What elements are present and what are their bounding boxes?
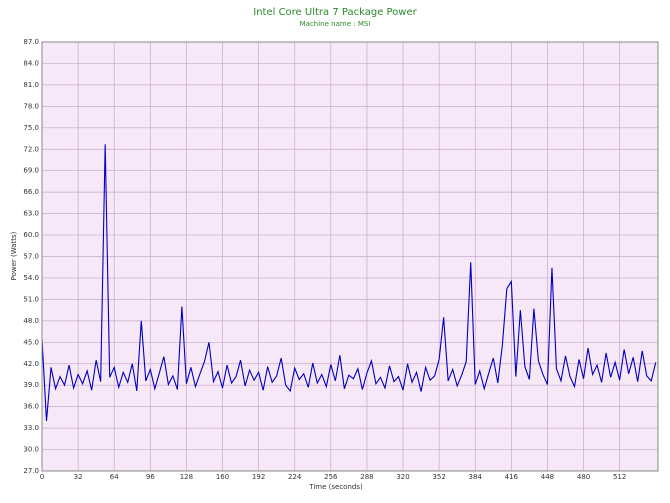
y-tick-label: 54.0 bbox=[23, 274, 39, 282]
x-tick-label: 352 bbox=[432, 473, 445, 481]
x-tick-label: 96 bbox=[146, 473, 155, 481]
y-tick-label: 87.0 bbox=[23, 38, 39, 46]
x-tick-label: 448 bbox=[541, 473, 554, 481]
y-tick-label: 63.0 bbox=[23, 210, 39, 218]
y-tick-label: 69.0 bbox=[23, 167, 39, 175]
y-tick-label: 45.0 bbox=[23, 338, 39, 346]
chart-title: Intel Core Ultra 7 Package Power bbox=[253, 7, 417, 18]
x-tick-label: 384 bbox=[469, 473, 483, 481]
data-line bbox=[41, 144, 657, 421]
chart-subtitle: Machine name : MSI bbox=[300, 20, 371, 28]
y-tick-label: 84.0 bbox=[23, 59, 39, 67]
x-tick-label: 288 bbox=[360, 473, 373, 481]
y-tick-label: 72.0 bbox=[23, 145, 39, 153]
x-tick-label: 160 bbox=[216, 473, 229, 481]
x-tick-label: 256 bbox=[324, 473, 338, 481]
y-tick-label: 57.0 bbox=[23, 253, 39, 261]
y-tick-label: 36.0 bbox=[23, 403, 39, 411]
y-tick-label: 66.0 bbox=[23, 188, 39, 196]
y-tick-label: 42.0 bbox=[23, 360, 39, 368]
y-tick-label: 33.0 bbox=[23, 424, 39, 432]
y-tick-label: 60.0 bbox=[23, 231, 39, 239]
x-tick-label: 0 bbox=[40, 473, 44, 481]
x-tick-label: 416 bbox=[505, 473, 519, 481]
y-tick-label: 75.0 bbox=[23, 124, 39, 132]
x-axis-label: Time (seconds) bbox=[308, 483, 363, 491]
x-tick-label: 128 bbox=[180, 473, 193, 481]
x-tick-label: 192 bbox=[252, 473, 265, 481]
y-tick-label: 39.0 bbox=[23, 381, 39, 389]
x-tick-label: 512 bbox=[613, 473, 626, 481]
x-tick-label: 32 bbox=[74, 473, 83, 481]
x-tick-label: 224 bbox=[288, 473, 302, 481]
x-tick-label: 64 bbox=[110, 473, 119, 481]
y-tick-label: 48.0 bbox=[23, 317, 39, 325]
plot-frame bbox=[41, 41, 659, 472]
y-tick-label: 27.0 bbox=[23, 467, 39, 475]
x-tick-label: 320 bbox=[396, 473, 409, 481]
y-tick-label: 51.0 bbox=[23, 295, 39, 303]
y-tick-label: 30.0 bbox=[23, 446, 39, 454]
y-tick-label: 78.0 bbox=[23, 102, 39, 110]
y-axis-label: Power (Watts) bbox=[10, 231, 18, 280]
y-tick-label: 81.0 bbox=[23, 81, 39, 89]
x-tick-label: 480 bbox=[577, 473, 590, 481]
